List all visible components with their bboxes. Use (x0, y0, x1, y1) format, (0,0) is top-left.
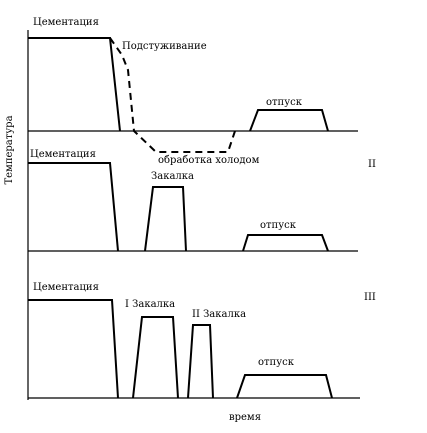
panel-number: III (364, 292, 376, 303)
label: Закалка (151, 171, 194, 182)
carburizing-curve (28, 162, 119, 252)
tempering-curve (242, 234, 329, 252)
quenching-curve (132, 316, 179, 399)
carburizing-curve (28, 299, 119, 399)
precooling-curve (109, 37, 236, 153)
carburizing-curve (28, 37, 121, 132)
tempering-curve (249, 109, 329, 132)
panel-number: II (368, 159, 376, 170)
label: Цементация (33, 282, 99, 293)
quenching-curve (144, 186, 187, 252)
label: II Закалка (192, 309, 246, 320)
y-axis-label: Температура (4, 115, 15, 184)
label: Цементация (30, 149, 96, 160)
label: Подстуживание (122, 41, 207, 52)
label: отпуск (258, 357, 295, 368)
label: обработка холодом (158, 155, 260, 166)
label: отпуск (260, 220, 297, 231)
label: отпуск (266, 97, 303, 108)
x-axis-label: время (229, 412, 261, 423)
quenching-curve (187, 324, 214, 399)
label: Цементация (33, 17, 99, 28)
tempering-curve (236, 374, 333, 399)
label: I Закалка (125, 299, 175, 310)
